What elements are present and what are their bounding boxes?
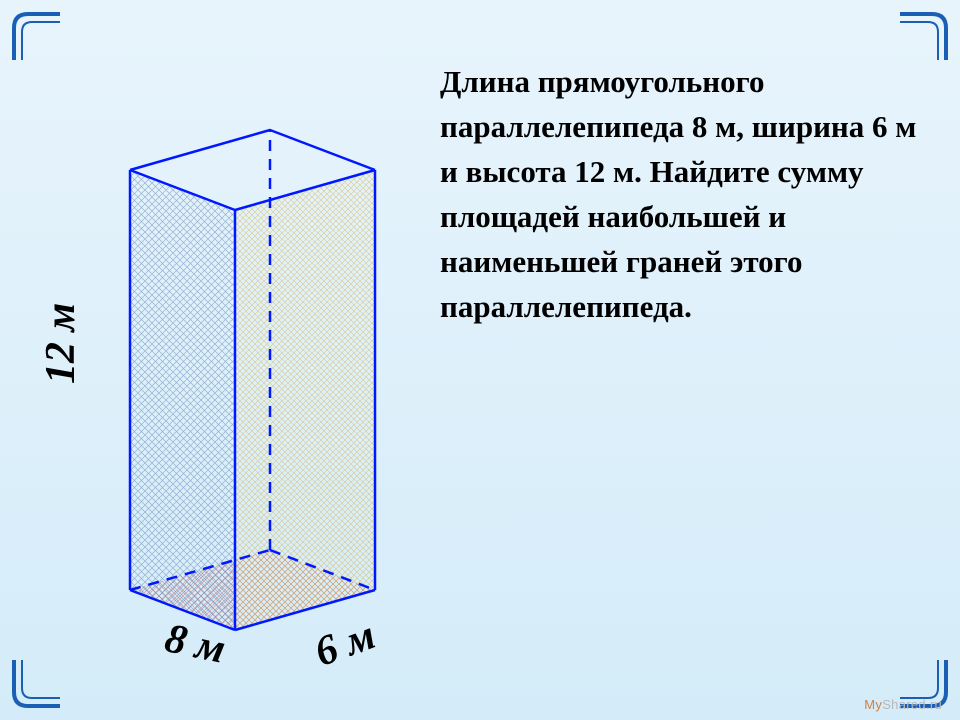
parallelepiped-svg xyxy=(75,50,455,690)
label-height: 12 м xyxy=(37,303,85,384)
watermark-suffix: Shared.ru xyxy=(882,697,942,712)
watermark-prefix: My xyxy=(864,697,882,712)
parallelepiped-diagram: 12 м 8 м 6 м xyxy=(75,50,455,690)
problem-statement: Длина прямоугольного параллелепипеда 8 м… xyxy=(440,60,930,330)
corner-tl xyxy=(12,12,62,62)
watermark: MyShared.ru xyxy=(864,697,942,712)
corner-bl xyxy=(12,658,62,708)
face-right xyxy=(235,170,375,630)
face-left xyxy=(130,170,235,630)
corner-tr xyxy=(898,12,948,62)
